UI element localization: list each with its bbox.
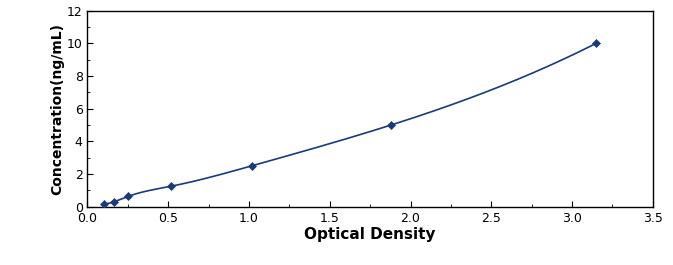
Y-axis label: Concentration(ng/mL): Concentration(ng/mL): [50, 23, 64, 195]
X-axis label: Optical Density: Optical Density: [304, 227, 436, 242]
